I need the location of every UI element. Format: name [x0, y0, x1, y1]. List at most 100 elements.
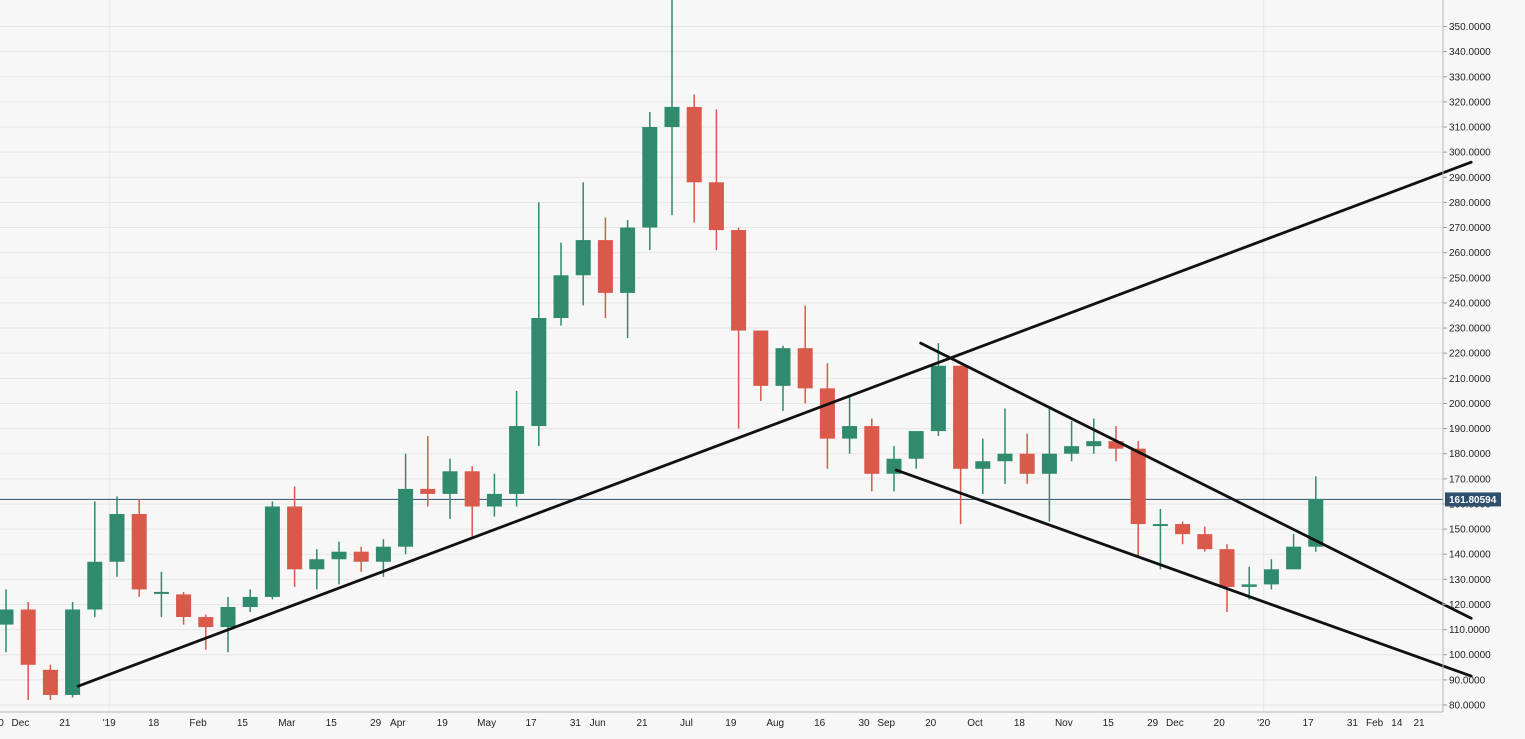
- candle: [975, 438, 991, 494]
- candle: [842, 395, 858, 454]
- x-tick-label: 20: [1214, 718, 1226, 729]
- candle-body: [109, 514, 125, 562]
- candle-body: [975, 461, 991, 469]
- candle-body: [953, 365, 969, 469]
- candle: [0, 589, 14, 653]
- candle-body: [819, 388, 835, 439]
- candle-body: [20, 609, 36, 665]
- x-tick-label: 29: [370, 718, 382, 729]
- x-tick-label: Oct: [967, 718, 983, 729]
- candle-body: [65, 609, 81, 695]
- candle: [264, 501, 280, 600]
- x-tick-label: 31: [570, 718, 582, 729]
- y-tick-label: 150.0000: [1449, 525, 1491, 536]
- candle-body: [420, 488, 436, 494]
- candle-body: [1108, 441, 1124, 449]
- x-tick-label: '19: [103, 718, 116, 729]
- candle: [1152, 508, 1168, 570]
- candles-layer: [0, 0, 1324, 700]
- candle-body: [264, 506, 280, 597]
- candle-body: [597, 240, 613, 293]
- axes-layer: 80.0000 90.0000 100.0000 110.0000 120.0000 13…: [0, 0, 1491, 729]
- x-tick-label: May: [477, 718, 496, 729]
- y-tick-label: 300.0000: [1449, 148, 1491, 159]
- candle-body: [309, 559, 325, 570]
- candle-body: [442, 471, 458, 494]
- current-price-label-bg: [1445, 492, 1501, 507]
- candle-body: [686, 106, 702, 183]
- y-tick-label: 270.0000: [1449, 223, 1491, 234]
- candle-body: [1175, 524, 1191, 535]
- candle-body: [1263, 569, 1279, 585]
- candle-body: [753, 330, 769, 386]
- candle: [1241, 566, 1257, 600]
- candle-body: [708, 182, 724, 231]
- x-tick-label: 18: [148, 718, 160, 729]
- candle-body: [198, 617, 214, 628]
- x-tick-label: 18: [1014, 718, 1026, 729]
- candle-body: [287, 506, 303, 570]
- x-tick-label: Feb: [1366, 718, 1384, 729]
- x-tick-label: 21: [1413, 718, 1425, 729]
- x-tick-label: Aug: [766, 718, 784, 729]
- candle: [797, 305, 813, 404]
- candle: [442, 458, 458, 520]
- x-tick-label: 19: [437, 718, 449, 729]
- candle: [597, 217, 613, 319]
- candle: [109, 496, 125, 577]
- candle-body: [1064, 446, 1080, 454]
- candle: [708, 109, 724, 251]
- candle-body: [531, 318, 547, 427]
- candle-body: [1219, 549, 1235, 587]
- y-tick-label: 230.0000: [1449, 324, 1491, 335]
- candle-body: [509, 426, 525, 494]
- x-tick-label: Jul: [680, 718, 693, 729]
- candle-body: [642, 127, 658, 228]
- candle-body: [1197, 534, 1213, 550]
- candle: [131, 498, 147, 597]
- x-tick-label: 16: [814, 718, 826, 729]
- candle: [731, 227, 747, 429]
- y-tick-label: 310.0000: [1449, 123, 1491, 134]
- candle-body: [153, 591, 169, 594]
- y-tick-label: 240.0000: [1449, 298, 1491, 309]
- candle: [242, 589, 258, 613]
- candle-body: [375, 546, 391, 562]
- candle: [509, 390, 525, 507]
- candle: [153, 571, 169, 618]
- candle-body: [864, 426, 880, 474]
- candle: [1041, 405, 1057, 522]
- candle: [87, 501, 103, 618]
- candle: [1086, 418, 1102, 454]
- candle-body: [1152, 524, 1168, 527]
- y-tick-label: 250.0000: [1449, 273, 1491, 284]
- y-tick-label: 210.0000: [1449, 374, 1491, 385]
- x-tick-label: 21: [636, 718, 648, 729]
- candle: [198, 614, 214, 650]
- candle: [819, 363, 835, 469]
- candle-body: [1086, 441, 1102, 447]
- candle: [1286, 534, 1302, 570]
- x-tick-label: 14: [1391, 718, 1403, 729]
- candle-body: [131, 514, 147, 590]
- candle: [1175, 521, 1191, 545]
- candle: [1064, 421, 1080, 462]
- candle-body: [797, 348, 813, 389]
- candle-body: [1019, 453, 1035, 474]
- y-tick-label: 260.0000: [1449, 248, 1491, 259]
- candle-body: [0, 609, 14, 625]
- candle: [620, 219, 636, 339]
- candle: [886, 446, 902, 492]
- candle-body: [1241, 584, 1257, 587]
- candle-body: [1286, 546, 1302, 570]
- y-tick-label: 100.0000: [1449, 650, 1491, 661]
- current-price-label: 161.80594: [1449, 495, 1497, 506]
- candle: [420, 436, 436, 507]
- candle: [464, 466, 480, 537]
- y-tick-label: 220.0000: [1449, 349, 1491, 360]
- candle: [287, 486, 303, 587]
- candle-body: [731, 230, 747, 331]
- candle-body: [908, 431, 924, 459]
